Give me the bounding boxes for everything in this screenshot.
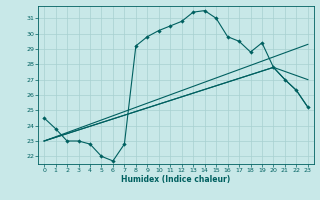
- X-axis label: Humidex (Indice chaleur): Humidex (Indice chaleur): [121, 175, 231, 184]
